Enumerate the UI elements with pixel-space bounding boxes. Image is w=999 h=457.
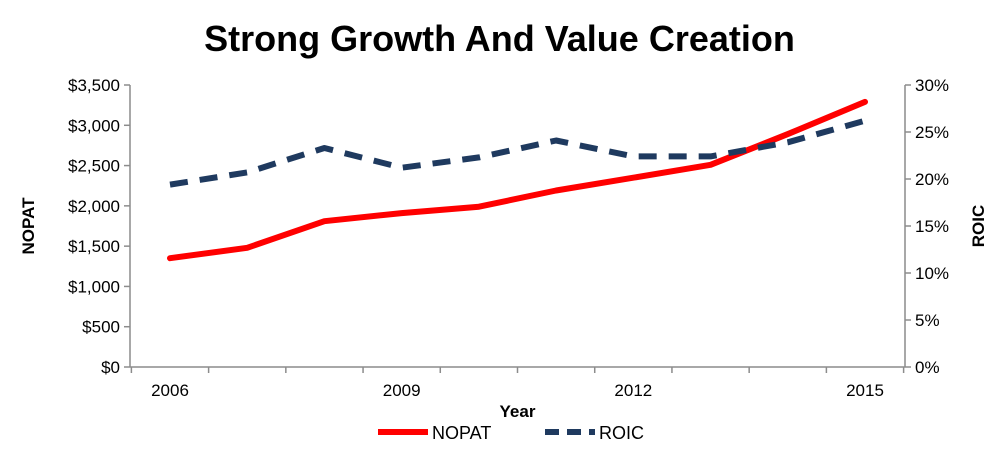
- series-line-roic: [169, 117, 866, 188]
- series-line-nopat: [167, 98, 868, 262]
- y-left-tick-label: $1,000: [68, 277, 120, 296]
- y-left-tick-label: $0: [101, 358, 120, 377]
- axes-layer: $0 $500 $1,000 $1,500 $2,000 $2,500 $3,000 $3,5…: [19, 76, 988, 421]
- y-left-axis-title: NOPAT: [19, 197, 38, 255]
- x-tick-label: 2009: [383, 381, 421, 400]
- y-right-tick-label: 25%: [915, 123, 949, 142]
- legend-label-nopat: NOPAT: [432, 423, 491, 443]
- y-left-tick-label: $3,000: [68, 116, 120, 135]
- x-tick-label: 2006: [151, 381, 189, 400]
- y-right-tick-label: 30%: [915, 76, 949, 95]
- y-left-tick-label: $3,500: [68, 76, 120, 95]
- x-tick-label: 2012: [614, 381, 652, 400]
- y-right-tick-label: 5%: [915, 311, 940, 330]
- y-right-tick-label: 0%: [915, 358, 940, 377]
- legend-layer: NOPAT ROIC: [378, 423, 644, 443]
- y-right-tick-label: 20%: [915, 170, 949, 189]
- chart-title: Strong Growth And Value Creation: [204, 18, 795, 59]
- y-right-tick-label: 10%: [915, 264, 949, 283]
- x-axis-title: Year: [500, 402, 536, 421]
- x-tick-label: 2015: [846, 381, 884, 400]
- y-left-tick-label: $2,000: [68, 197, 120, 216]
- legend-label-roic: ROIC: [599, 423, 644, 443]
- y-right-axis-title: ROIC: [969, 205, 988, 248]
- y-left-tick-label: $500: [82, 318, 120, 337]
- y-left-tick-label: $1,500: [68, 237, 120, 256]
- series-layer: [167, 98, 868, 262]
- y-right-tick-label: 15%: [915, 217, 949, 236]
- y-left-tick-label: $2,500: [68, 157, 120, 176]
